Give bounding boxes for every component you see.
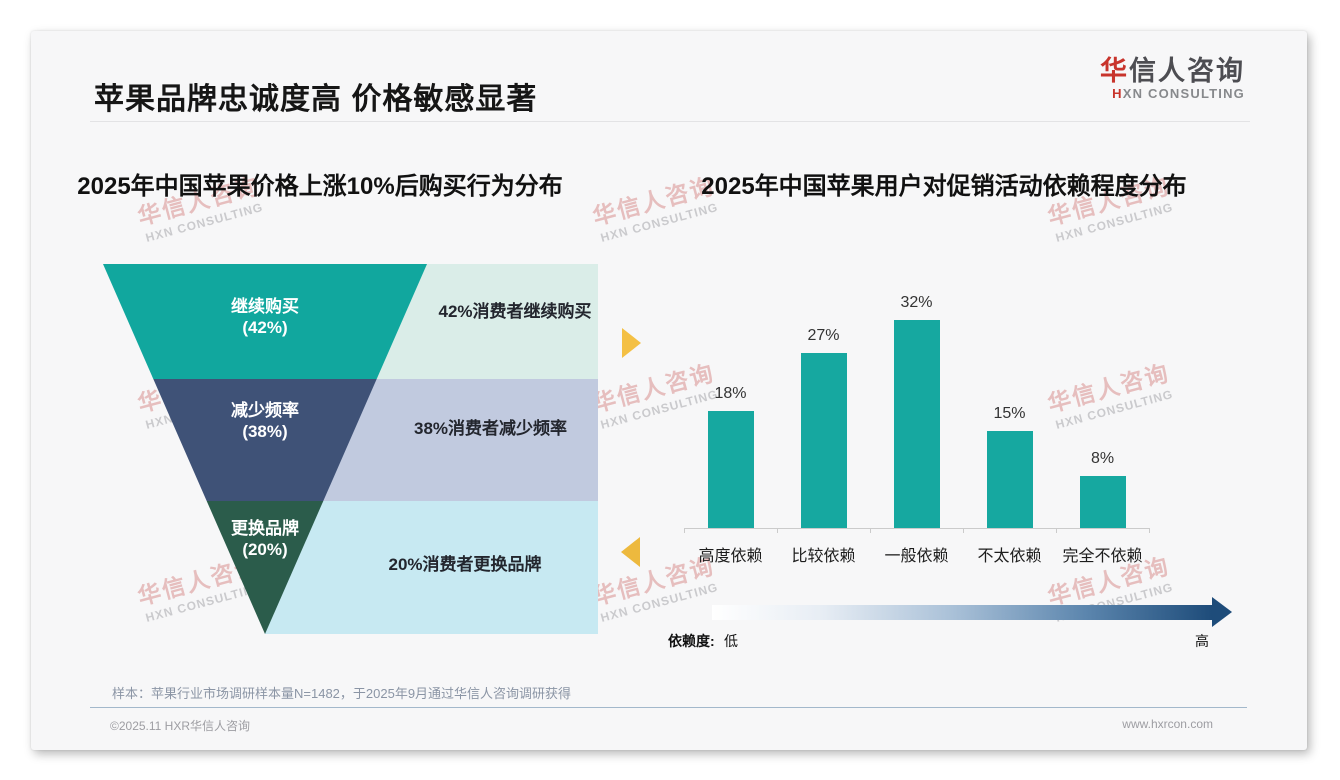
arrow-right-marker-icon — [622, 328, 641, 358]
dependence-low-label: 低 — [724, 633, 738, 649]
bar-chart-title: 2025年中国苹果用户对促销活动依赖程度分布 — [701, 173, 1187, 200]
logo-english: HXN CONSULTING — [1112, 86, 1245, 101]
funnel-chart — [103, 264, 598, 634]
bar-xaxis — [684, 528, 1150, 533]
bar-value-label: 27% — [807, 326, 840, 344]
sample-footnote: 样本：苹果行业市场调研样本量N=1482，于2025年9月通过华信人咨询调研获得 — [112, 686, 572, 701]
funnel-segment-3 — [206, 501, 324, 634]
bar-value-label: 32% — [900, 294, 933, 311]
bar-比较依赖 — [800, 352, 847, 528]
arrow-left-marker-icon — [621, 537, 640, 567]
bar-category-label: 比较依赖 — [791, 548, 856, 565]
bar-category-label: 不太依赖 — [977, 548, 1042, 565]
bar-高度依赖 — [707, 411, 754, 528]
bar-不太依赖 — [986, 430, 1033, 528]
bar-xaxis-labels: 高度依赖 比较依赖 一般依赖 不太依赖 完全不依赖 — [684, 542, 1149, 566]
axis-tick — [1056, 528, 1057, 533]
bar-一般依赖 — [893, 320, 940, 528]
bar-chart-plot: 18% 27% 32% 15% 8% — [684, 290, 1149, 528]
funnel-side-text-3: 20%消费者更换品牌 — [388, 555, 542, 574]
dependence-high-label: 高 — [1195, 633, 1209, 649]
header-divider — [90, 121, 1250, 122]
funnel-side-band-3 — [265, 501, 598, 634]
bar-category-label: 完全不依赖 — [1062, 548, 1143, 565]
page-title: 苹果品牌忠诚度高 价格敏感显著 — [94, 83, 538, 116]
bar-category-label: 一般依赖 — [884, 548, 949, 565]
dependence-gradient-bar — [712, 605, 1212, 620]
footer-copyright: ©2025.11 HXR华信人咨询 — [110, 719, 250, 733]
bar-完全不依赖 — [1079, 476, 1126, 528]
bar-value-label: 15% — [993, 404, 1026, 422]
bar-value-label: 8% — [1090, 450, 1115, 467]
funnel-segment-1 — [103, 264, 427, 379]
dependence-arrowhead-icon — [1212, 597, 1232, 627]
funnel-side-text-2: 38%消费者减少频率 — [413, 419, 568, 438]
footer-divider — [90, 707, 1247, 708]
axis-tick — [684, 528, 685, 533]
axis-tick — [963, 528, 964, 533]
dependence-axis-label: 依赖度: — [668, 633, 715, 649]
logo-chinese: 华信人咨询 — [1100, 56, 1245, 86]
company-logo: 华信人咨询 HXN CONSULTING — [1100, 56, 1245, 102]
bar-value-label: 18% — [714, 385, 747, 402]
funnel-segment-2 — [153, 379, 377, 501]
funnel-segment-label-1: 继续购买 (42%) — [231, 297, 299, 337]
funnel-segment-label-2: 减少频率 (38%) — [231, 401, 299, 441]
footer-website: www.hxrcon.com — [1122, 717, 1213, 731]
axis-tick — [870, 528, 871, 533]
axis-tick — [1149, 528, 1150, 533]
funnel-side-text-1: 42%消费者继续购买 — [438, 302, 592, 321]
bar-category-label: 高度依赖 — [698, 548, 763, 565]
funnel-chart-title: 2025年中国苹果价格上涨10%后购买行为分布 — [77, 173, 563, 200]
axis-tick — [777, 528, 778, 533]
funnel-segment-label-3: 更换品牌 (20%) — [231, 519, 299, 559]
funnel-side-band-2 — [323, 379, 598, 501]
